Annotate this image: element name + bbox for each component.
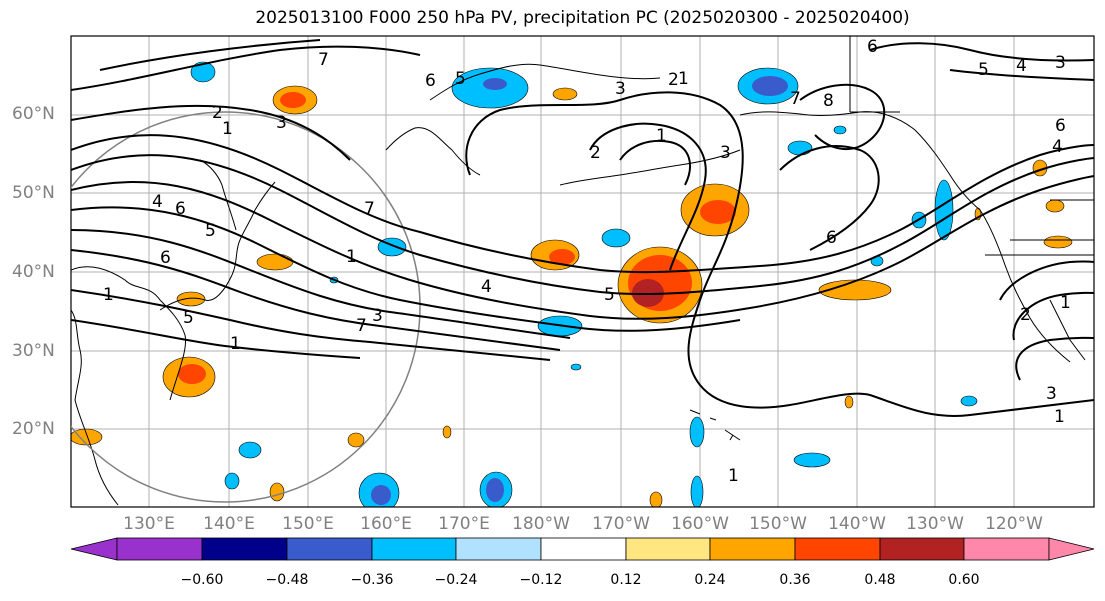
colorbar-segment (201, 537, 288, 561)
map-frame (70, 35, 1095, 508)
contour-label: 6 (160, 248, 171, 268)
contour-label: 1 (1060, 293, 1071, 313)
longitude-label: 150°E (282, 514, 334, 534)
colorbar-tick-label: −0.36 (350, 572, 394, 588)
longitude-label: 130°W (906, 514, 964, 534)
colorbar-tick-label: −0.24 (434, 572, 478, 588)
contour-label: 8 (823, 91, 834, 111)
colorbar-tick-label: −0.12 (519, 572, 563, 588)
longitude-label: 160°W (671, 514, 729, 534)
colorbar-segment (455, 537, 542, 561)
precipitation-shading (71, 61, 1073, 507)
contour-label: 5 (978, 60, 989, 80)
contour-label: 1 (1054, 407, 1065, 427)
colorbar-segment (116, 537, 203, 561)
colorbar-tick-label: −0.48 (265, 572, 309, 588)
contour-label: 5 (455, 69, 466, 89)
contour-label: 1 (103, 285, 114, 305)
contour-label: 6 (175, 199, 186, 219)
contour-label: 6 (1055, 116, 1066, 136)
contour-label: 1 (656, 126, 667, 146)
contour-label: 2 (212, 103, 223, 123)
contour-label: 7 (318, 50, 329, 70)
contour-label: 1 (678, 69, 689, 89)
colorbar-tick-label: 0.12 (610, 572, 642, 588)
longitude-label: 160°E (360, 514, 412, 534)
contour-label: 7 (364, 199, 375, 219)
pv-contour-labels: 7 6 5 2 1 3 6 5 4 7 1 6 1 5 7 3 1 2 1 1 … (103, 37, 1071, 486)
colorbar (70, 537, 1095, 561)
contour-label: 3 (372, 306, 383, 326)
colorbar-segment (371, 537, 457, 561)
colorbar-segment (709, 537, 796, 561)
latitude-label: 40°N (12, 262, 55, 282)
colorbar-tick-label: 0.36 (779, 572, 811, 588)
longitude-label: 170°E (438, 514, 490, 534)
contour-label: 4 (1052, 137, 1063, 157)
contour-label: 5 (183, 308, 194, 328)
colorbar-segment (794, 537, 881, 561)
colorbar-segment (286, 537, 373, 561)
colorbar-tick-label: 0.24 (694, 572, 726, 588)
colorbar-segment (1048, 537, 1095, 561)
contour-label: 2 (1020, 305, 1031, 325)
contour-label: 2 (590, 143, 601, 163)
longitude-label: 140°W (828, 514, 886, 534)
contour-label: 6 (826, 228, 837, 248)
longitude-label: 140°E (203, 514, 255, 534)
contour-label: 3 (1046, 384, 1057, 404)
longitude-label: 180°W (512, 514, 570, 534)
latitude-label: 30°N (12, 341, 55, 361)
colorbar-segment (70, 537, 118, 561)
contour-label: 6 (425, 71, 436, 91)
reference-circle (71, 111, 421, 503)
colorbar-segment (879, 537, 965, 561)
contour-label: 2 (668, 70, 679, 90)
colorbar-tick-label: −0.60 (180, 572, 224, 588)
colorbar-segment (625, 537, 711, 561)
latitude-label: 50°N (12, 183, 55, 203)
colorbar-segment (963, 537, 1050, 561)
pv-contours (71, 39, 1094, 417)
latitude-label: 20°N (12, 419, 55, 439)
colorbar-tick-label: 0.48 (864, 572, 896, 588)
contour-label: 4 (481, 277, 492, 297)
contour-label: 6 (867, 37, 878, 57)
longitude-label: 130°E (123, 514, 175, 534)
longitude-label: 170°W (592, 514, 650, 534)
contour-label: 3 (720, 143, 731, 163)
contour-label: 1 (728, 466, 739, 486)
contour-label: 4 (152, 192, 163, 212)
contour-label: 4 (1016, 56, 1027, 76)
colorbar-tick-label: 0.60 (948, 572, 980, 588)
colorbar-segment (540, 537, 627, 561)
plot-title: 2025013100 F000 250 hPa PV, precipitatio… (255, 8, 910, 28)
contour-label: 7 (790, 89, 801, 109)
contour-label: 1 (230, 334, 241, 354)
contour-label: 3 (1055, 53, 1066, 73)
contour-label: 3 (615, 79, 626, 99)
contour-label: 5 (604, 285, 615, 305)
contour-label: 7 (356, 316, 367, 336)
coastlines (71, 36, 1094, 506)
longitude-label: 120°W (985, 514, 1043, 534)
contour-label: 5 (205, 221, 216, 241)
contour-label: 1 (346, 247, 357, 267)
contour-label: 3 (276, 113, 287, 133)
latitude-label: 60°N (12, 104, 55, 124)
longitude-label: 150°W (749, 514, 807, 534)
contour-label: 1 (222, 119, 233, 139)
